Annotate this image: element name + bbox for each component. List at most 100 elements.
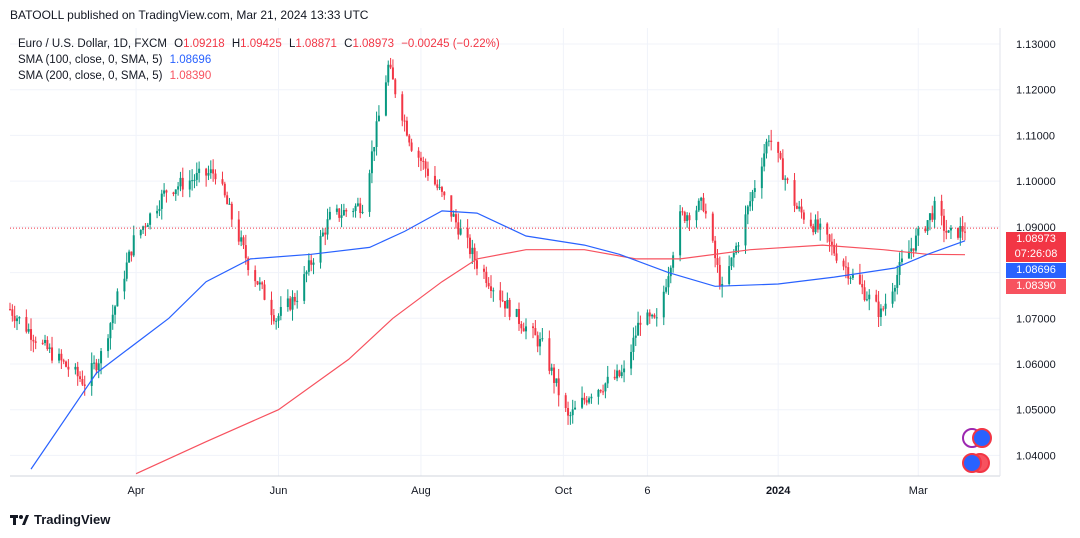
candle-body [338, 208, 341, 218]
sma100-badge-value: 1.08696 [1016, 264, 1056, 276]
publish-info: BATOOLL published on TradingView.com, Ma… [10, 8, 368, 22]
candle-body [655, 317, 658, 319]
candle-body [340, 215, 343, 218]
candle-body [830, 241, 833, 245]
footer-brand[interactable]: TradingView [10, 512, 110, 527]
candle-body [391, 67, 394, 80]
x-tick-label: 6 [644, 485, 650, 497]
candle-body [926, 220, 929, 232]
sma100-label: SMA (100, close, 0, SMA, 5) [18, 54, 163, 66]
us-event-icon[interactable] [962, 453, 982, 473]
candle-body [749, 201, 752, 207]
candle-body [765, 141, 768, 154]
candle-body [475, 260, 478, 269]
candle-body [158, 208, 161, 211]
candle-body [34, 341, 37, 343]
candle-body [450, 195, 453, 217]
publish-text: published on TradingView.com, Mar 21, 20… [67, 8, 369, 22]
candle-body [672, 255, 675, 268]
candle-body [728, 266, 731, 284]
candle-body [93, 362, 96, 364]
candle-body [368, 173, 371, 212]
candle-body [335, 208, 338, 212]
candle-body [419, 157, 422, 161]
candle-body [613, 376, 616, 379]
low-label: L [288, 38, 296, 50]
candle-body [144, 226, 147, 228]
candle-body [254, 270, 257, 282]
candle-body [107, 338, 110, 352]
candle-body [662, 291, 665, 318]
candle-body [940, 200, 943, 216]
candle-body [375, 121, 378, 147]
candle-body [683, 212, 686, 221]
candle-body [541, 338, 544, 340]
candle-body [76, 366, 79, 377]
candle-body [620, 372, 623, 377]
y-tick-label: 1.10000 [1016, 176, 1056, 188]
candle-body [882, 308, 885, 310]
time-axis[interactable]: Apr Jun Aug Oct 6 2024 Mar [128, 485, 929, 497]
symbol-row: Euro / U.S. Dollar, 1D, FXCM O1.09218 H1… [18, 36, 500, 52]
y-tick-label: 1.09000 [1016, 222, 1056, 234]
candle-body [149, 213, 152, 225]
candle-body [737, 245, 740, 247]
candle-body [146, 224, 149, 227]
candle-body [884, 303, 887, 309]
candle-body [718, 264, 721, 287]
price-axis[interactable]: 1.130001.120001.110001.100001.090001.080… [1016, 39, 1056, 462]
candle-body [459, 228, 462, 235]
candle-body [97, 363, 100, 371]
candle-body [130, 251, 133, 256]
candle-body [214, 173, 217, 180]
open-label: O [174, 38, 184, 50]
candle-body [289, 298, 292, 310]
high-value: 1.09425 [240, 38, 282, 50]
candle-body [833, 244, 836, 254]
candle-body [835, 253, 838, 261]
sma200-row[interactable]: SMA (200, close, 0, SMA, 5) 1.08390 [18, 68, 500, 84]
candle-body [931, 213, 934, 220]
candle-body [851, 274, 854, 278]
candle-body [74, 366, 77, 370]
candle-body [819, 223, 822, 230]
candle-body [230, 203, 233, 220]
candle-body [328, 211, 331, 220]
candle-body [25, 317, 28, 332]
candle-body [868, 294, 871, 300]
sma200-badge: 1.08390 [1006, 279, 1066, 294]
candle-body [809, 219, 812, 227]
candle-body [389, 64, 392, 68]
sma200-value: 1.08390 [169, 70, 212, 82]
us-flag-event-icon[interactable] [972, 428, 992, 448]
open-value: 1.09218 [183, 38, 225, 50]
candle-body [550, 367, 553, 371]
candle-body [128, 251, 131, 263]
candle-body [13, 315, 16, 322]
candle-body [844, 266, 847, 268]
candle-body [286, 298, 289, 308]
symbol-title[interactable]: Euro / U.S. Dollar, 1D, FXCM [18, 38, 167, 50]
candle-body [275, 320, 278, 322]
candle-body [959, 226, 962, 238]
y-tick-label: 1.04000 [1016, 450, 1056, 462]
candle-body [48, 347, 51, 350]
candle-body [847, 267, 850, 279]
y-tick-label: 1.13000 [1016, 39, 1056, 51]
author-name[interactable]: BATOOLL [10, 8, 64, 22]
candle-body [828, 234, 831, 242]
candle-body [812, 226, 815, 233]
candle-body [125, 262, 128, 279]
chart-legend: Euro / U.S. Dollar, 1D, FXCM O1.09218 H1… [18, 36, 500, 84]
candle-body [963, 231, 966, 233]
candle-body [228, 203, 231, 205]
candle-body [79, 376, 82, 380]
sma100-row[interactable]: SMA (100, close, 0, SMA, 5) 1.08696 [18, 52, 500, 68]
candle-body [160, 193, 163, 209]
candle-body [753, 188, 756, 192]
candle-body [205, 168, 208, 176]
candle-body [700, 197, 703, 201]
candle-body [377, 115, 380, 122]
candle-body [457, 222, 460, 235]
